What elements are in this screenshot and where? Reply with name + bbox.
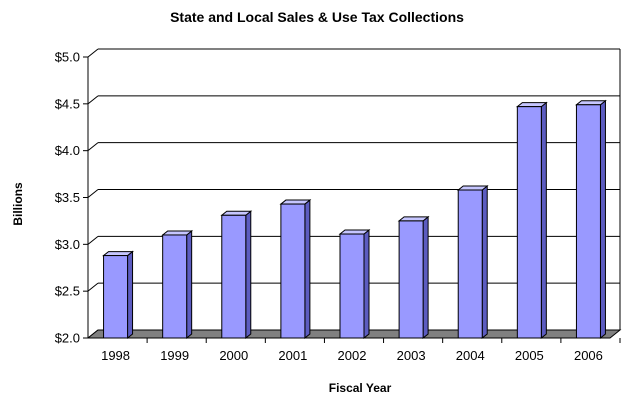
x-tick-label-2003: 2003 — [397, 348, 426, 363]
gridline-side — [87, 189, 99, 198]
bar-top-2006 — [575, 100, 607, 106]
y-tick-label: $3.5 — [55, 190, 80, 205]
x-tick-label-1999: 1999 — [160, 348, 189, 363]
x-tick-label-2002: 2002 — [338, 348, 367, 363]
gridline-side — [87, 235, 99, 245]
y-tick-label: $2.0 — [55, 331, 80, 346]
bar-side-2000 — [245, 210, 252, 340]
bar-side-2001 — [304, 199, 311, 340]
bar-side-1999 — [186, 229, 193, 340]
bar-2004 — [457, 189, 483, 339]
x-tick-label-2004: 2004 — [456, 348, 485, 363]
bar-side-1998 — [127, 250, 134, 340]
x-tick-label-2001: 2001 — [278, 348, 307, 363]
x-tick-label-2000: 2000 — [219, 348, 248, 363]
bar-side-2006 — [599, 99, 606, 340]
y-tick-label: $2.5 — [55, 284, 80, 299]
x-tick-label-2005: 2005 — [515, 348, 544, 363]
bar-2002 — [339, 233, 365, 339]
bar-side-2005 — [540, 101, 547, 340]
bar-top-2002 — [338, 229, 371, 235]
x-tick-label-1998: 1998 — [101, 348, 130, 363]
bar-2006 — [575, 104, 601, 339]
plot-area: $2.0 $2.5 $3.0 $3.5 $4.0 $4.5 $5.0 1998 1999 2000… — [55, 48, 622, 363]
gridline-side — [87, 95, 99, 105]
bar-top-2004 — [456, 185, 489, 191]
bar-top-2003 — [397, 216, 430, 222]
bar-2005 — [516, 106, 542, 339]
y-axis-title: Billions — [11, 182, 25, 226]
bar-1998 — [103, 255, 129, 339]
y-tick-label: $3.0 — [55, 237, 80, 252]
bar-top-1999 — [161, 230, 194, 236]
bar-side-2004 — [481, 184, 488, 340]
bar-2000 — [221, 214, 247, 339]
bar-top-2001 — [279, 199, 312, 205]
gridline-side — [87, 142, 99, 152]
x-tick-label-2006: 2006 — [574, 348, 603, 363]
bar-side-2003 — [422, 215, 429, 340]
bar-1999 — [162, 234, 188, 339]
gridline-side — [87, 282, 99, 292]
x-axis-title: Fiscal Year — [329, 381, 392, 395]
y-tick-label: $4.5 — [55, 96, 80, 111]
bar-top-2000 — [220, 210, 253, 216]
bar-side-2002 — [363, 228, 370, 340]
y-tick-label: $5.0 — [55, 50, 80, 65]
bar-2003 — [398, 220, 424, 339]
bar-2001 — [280, 203, 306, 339]
bar-top-1998 — [102, 251, 134, 257]
y-tick-label: $4.0 — [55, 143, 80, 158]
bar-top-2005 — [515, 102, 548, 108]
chart-title: State and Local Sales & Use Tax Collecti… — [170, 9, 464, 25]
gridline-side — [87, 48, 99, 58]
